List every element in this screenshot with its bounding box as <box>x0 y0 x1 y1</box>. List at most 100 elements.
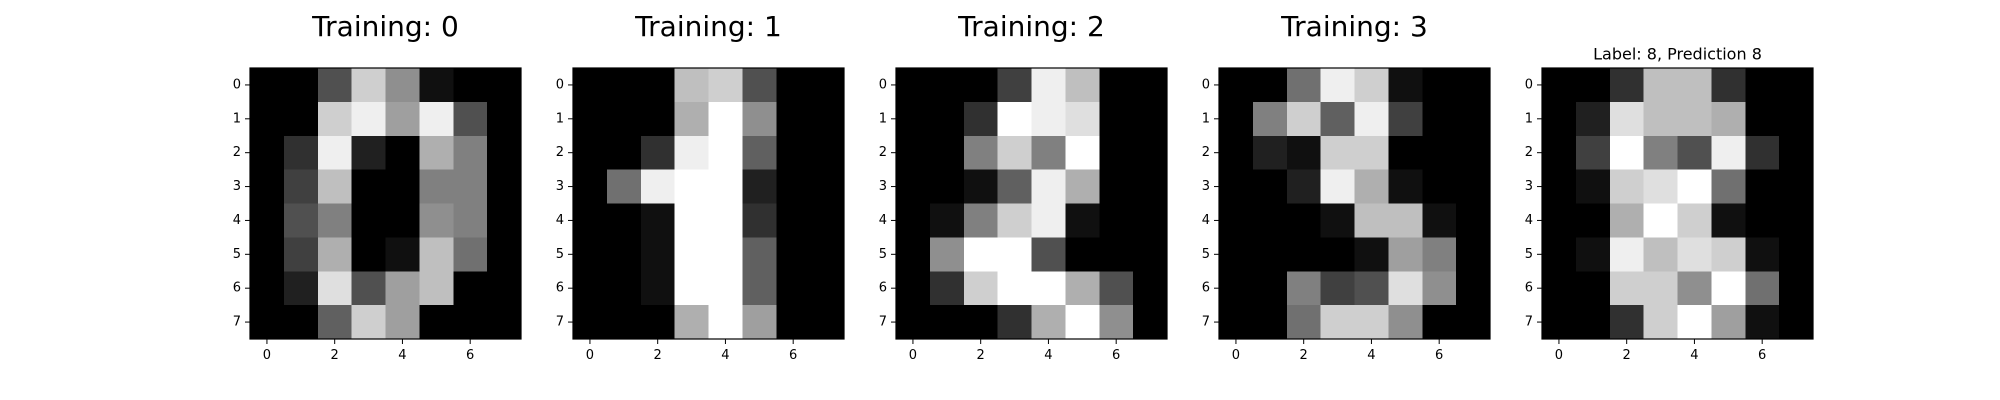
pixel-cell <box>1219 305 1254 340</box>
pixel-cell <box>487 203 522 238</box>
y-tick-label: 0 <box>233 77 241 92</box>
pixel-cell <box>776 101 811 137</box>
pixel-cell <box>896 169 931 205</box>
pixel-cell <box>1422 101 1457 137</box>
pixel-cell <box>963 203 999 238</box>
pixel-cell <box>1133 203 1168 238</box>
pixel-cell <box>487 237 522 272</box>
y-tick-label: 7 <box>1202 315 1210 330</box>
y-tick-label: 4 <box>1202 213 1210 228</box>
y-tick-label: 5 <box>1525 247 1533 262</box>
pixel-cell <box>317 68 353 103</box>
x-tick-label: 4 <box>1044 348 1052 363</box>
pixel-cell <box>317 135 353 171</box>
pixel-cell <box>1354 101 1389 137</box>
pixel-cell <box>385 305 420 340</box>
pixel-cell <box>573 68 608 103</box>
pixel-cell <box>963 237 999 272</box>
y-tick-label: 2 <box>1525 145 1533 160</box>
pixel-cell <box>742 68 777 103</box>
pixel-cell <box>317 271 353 306</box>
pixel-cell <box>385 271 420 306</box>
pixel-cell <box>419 203 454 238</box>
pixel-cell <box>1065 169 1100 205</box>
y-tick-label: 4 <box>556 213 564 228</box>
pixel-cell <box>997 101 1033 137</box>
x-tick-label: 2 <box>331 348 339 363</box>
y-tick-label: 1 <box>1525 111 1533 126</box>
pixel-cell <box>1354 237 1389 272</box>
pixel-cell <box>929 68 965 103</box>
pixel-cell <box>997 169 1033 205</box>
pixel-cell <box>1099 101 1134 137</box>
pixel-cell <box>1575 169 1611 205</box>
pixel-cell <box>1354 305 1389 340</box>
pixel-cell <box>997 271 1033 306</box>
pixel-cell <box>1575 68 1611 103</box>
y-tick-label: 4 <box>879 213 887 228</box>
pixel-cell <box>896 101 931 137</box>
pixel-cell <box>1133 101 1168 137</box>
pixel-cell <box>606 169 642 205</box>
pixel-cell <box>1031 101 1066 137</box>
pixel-cell <box>1542 169 1577 205</box>
pixel-cell <box>640 203 676 238</box>
y-tick-label: 1 <box>1202 111 1210 126</box>
pixel-cell <box>1745 203 1780 238</box>
x-tick-label: 4 <box>1367 348 1375 363</box>
pixel-cell <box>283 237 319 272</box>
y-tick-label: 6 <box>1525 281 1533 296</box>
pixel-cell <box>1286 135 1322 171</box>
pixel-cell <box>742 169 777 205</box>
axis-frame <box>572 67 845 340</box>
pixel-cell <box>963 135 999 171</box>
pixel-cell <box>573 135 608 171</box>
pixel-cell <box>1388 169 1423 205</box>
pixel-cell <box>810 203 845 238</box>
pixel-cell <box>351 271 387 306</box>
pixel-cell <box>250 271 285 306</box>
y-tick-label: 5 <box>1202 247 1210 262</box>
pixel-cell <box>1354 271 1389 306</box>
pixel-cell <box>776 271 811 306</box>
y-tick-label: 4 <box>233 213 241 228</box>
pixel-cell <box>283 271 319 306</box>
pixel-cell <box>606 271 642 306</box>
pixel-cell <box>1031 237 1066 272</box>
y-tick-label: 5 <box>556 247 564 262</box>
y-tick-label: 2 <box>556 145 564 160</box>
pixel-cell <box>1542 135 1577 171</box>
pixel-cell <box>640 101 676 137</box>
pixel-cell <box>1133 237 1168 272</box>
pixel-cell <box>606 203 642 238</box>
pixel-cell <box>742 101 777 137</box>
x-tick-label: 0 <box>586 348 594 363</box>
pixel-cell <box>1745 271 1780 306</box>
pixel-cell <box>929 135 965 171</box>
pixel-cell <box>810 271 845 306</box>
pixel-cell <box>250 203 285 238</box>
pixel-cell <box>810 169 845 205</box>
pixel-cell <box>640 68 676 103</box>
axis-frame <box>249 67 522 340</box>
pixel-cell <box>1286 305 1322 340</box>
pixel-cell <box>351 203 387 238</box>
pixel-cell <box>1031 271 1066 306</box>
pixel-cell <box>250 169 285 205</box>
pixel-cell <box>1609 169 1645 205</box>
pixel-cell <box>1456 101 1491 137</box>
pixel-cell <box>1422 237 1457 272</box>
pixel-cell <box>453 169 488 205</box>
pixel-cell <box>351 68 387 103</box>
pixel-cell <box>708 271 743 306</box>
pixel-cell <box>385 237 420 272</box>
pixel-cell <box>1456 68 1491 103</box>
pixel-cell <box>1219 135 1254 171</box>
pixel-cell <box>487 271 522 306</box>
pixel-cell <box>810 135 845 171</box>
pixel-cell <box>351 135 387 171</box>
pixel-cell <box>640 169 676 205</box>
pixel-cell <box>1609 68 1645 103</box>
pixel-cell <box>453 203 488 238</box>
pixel-cell <box>1422 271 1457 306</box>
